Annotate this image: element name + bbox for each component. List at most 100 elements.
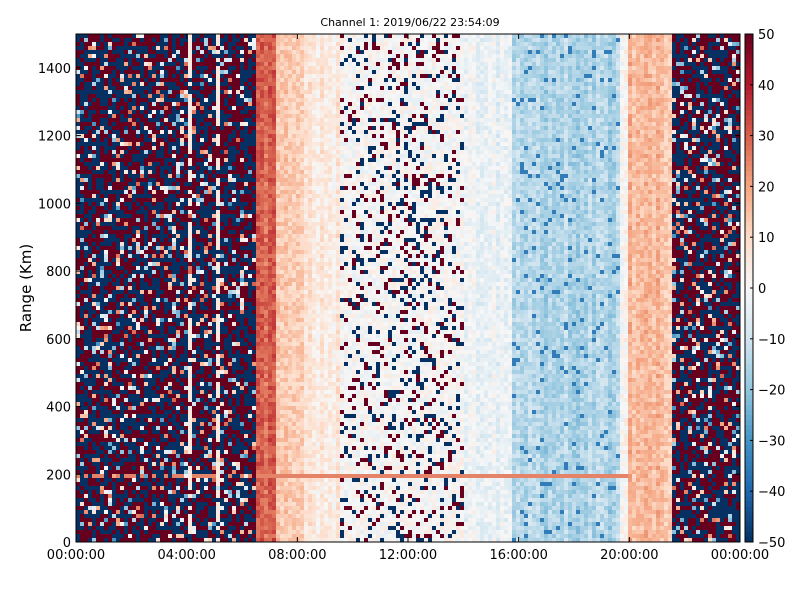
- heatmap-cell: [84, 406, 88, 410]
- heatmap-cell: [212, 346, 216, 350]
- heatmap-cell: [232, 74, 236, 78]
- heatmap-cell: [192, 422, 196, 426]
- heatmap-cell: [80, 410, 84, 414]
- heatmap-cell: [108, 118, 112, 122]
- heatmap-cell: [104, 138, 108, 142]
- heatmap-cell: [216, 510, 220, 514]
- heatmap-cell: [212, 398, 216, 402]
- heatmap-cell: [148, 230, 152, 234]
- heatmap-cell: [136, 522, 140, 526]
- heatmap-cell: [176, 262, 180, 266]
- heatmap-cell: [132, 166, 136, 170]
- heatmap-cell: [160, 162, 164, 166]
- heatmap-cell: [204, 482, 208, 486]
- heatmap-cell: [104, 290, 108, 294]
- heatmap-cell: [136, 382, 140, 386]
- heatmap-cell: [140, 82, 144, 86]
- heatmap-cell: [144, 274, 148, 278]
- heatmap-cell: [176, 90, 180, 94]
- heatmap-cell: [188, 386, 192, 390]
- heatmap-cell: [156, 482, 160, 486]
- heatmap-cell: [212, 238, 216, 242]
- heatmap-cell: [108, 478, 112, 482]
- heatmap-cell: [192, 362, 196, 366]
- heatmap-cell: [168, 102, 172, 106]
- heatmap-cell: [84, 342, 88, 346]
- heatmap-cell: [220, 502, 224, 506]
- heatmap-cell: [172, 406, 176, 410]
- heatmap-cell: [156, 114, 160, 118]
- heatmap-cell: [120, 530, 124, 534]
- heatmap-cell: [124, 210, 128, 214]
- heatmap-cell: [172, 346, 176, 350]
- heatmap-cell: [136, 338, 140, 342]
- heatmap-cell: [232, 34, 236, 38]
- heatmap-cell: [148, 46, 152, 50]
- heatmap-cell: [188, 378, 192, 382]
- heatmap-cell: [96, 186, 100, 190]
- heatmap-cell: [124, 510, 128, 514]
- heatmap-cell: [116, 230, 120, 234]
- heatmap-cell: [76, 218, 80, 222]
- heatmap-cell: [132, 206, 136, 210]
- heatmap-cell: [204, 190, 208, 194]
- heatmap-cell: [116, 90, 120, 94]
- heatmap-cell: [76, 38, 80, 42]
- heatmap-cell: [88, 446, 92, 450]
- heatmap-cell: [92, 274, 96, 278]
- heatmap-cell: [208, 226, 212, 230]
- heatmap-cell: [76, 526, 80, 530]
- heatmap-cell: [120, 274, 124, 278]
- heatmap-cell: [228, 398, 232, 402]
- heatmap-cell: [160, 470, 164, 474]
- heatmap-cell: [224, 230, 228, 234]
- heatmap-cell: [196, 526, 200, 530]
- heatmap-cell: [176, 134, 180, 138]
- heatmap-cell: [128, 362, 132, 366]
- heatmap-cell: [192, 42, 196, 46]
- heatmap-cell: [216, 82, 220, 86]
- heatmap-cell: [84, 218, 88, 222]
- heatmap-cell: [84, 390, 88, 394]
- heatmap-cell: [216, 166, 220, 170]
- heatmap-cell: [152, 118, 156, 122]
- heatmap-cell: [172, 54, 176, 58]
- heatmap-cell: [112, 414, 116, 418]
- heatmap-cell: [136, 330, 140, 334]
- heatmap-cell: [200, 282, 204, 286]
- heatmap-cell: [184, 434, 188, 438]
- heatmap-cell: [164, 210, 168, 214]
- heatmap-cell: [228, 54, 232, 58]
- heatmap-cell: [120, 154, 124, 158]
- heatmap-cell: [216, 310, 220, 314]
- heatmap-cell: [220, 326, 224, 330]
- heatmap-cell: [204, 474, 208, 478]
- heatmap-cell: [140, 298, 144, 302]
- heatmap-cell: [128, 426, 132, 430]
- heatmap-cell: [152, 302, 156, 306]
- heatmap-cell: [88, 378, 92, 382]
- heatmap-cell: [92, 50, 96, 54]
- heatmap-cell: [152, 218, 156, 222]
- heatmap-cell: [160, 106, 164, 110]
- heatmap-cell: [204, 130, 208, 134]
- heatmap-cell: [152, 86, 156, 90]
- heatmap-cell: [84, 90, 88, 94]
- heatmap-cell: [108, 326, 112, 330]
- heatmap-cell: [168, 166, 172, 170]
- heatmap-cell: [96, 274, 100, 278]
- heatmap-cell: [188, 346, 192, 350]
- heatmap-cell: [196, 134, 200, 138]
- heatmap-cell: [188, 174, 192, 178]
- heatmap-cell: [216, 70, 220, 74]
- heatmap-cell: [172, 462, 176, 466]
- heatmap-cell: [200, 326, 204, 330]
- heatmap-cell: [124, 98, 128, 102]
- heatmap-cell: [80, 62, 84, 66]
- heatmap-cell: [92, 450, 96, 454]
- heatmap-cell: [168, 422, 172, 426]
- heatmap-cell: [212, 174, 216, 178]
- heatmap-cell: [172, 74, 176, 78]
- heatmap-cell: [164, 426, 168, 430]
- heatmap-cell: [104, 166, 108, 170]
